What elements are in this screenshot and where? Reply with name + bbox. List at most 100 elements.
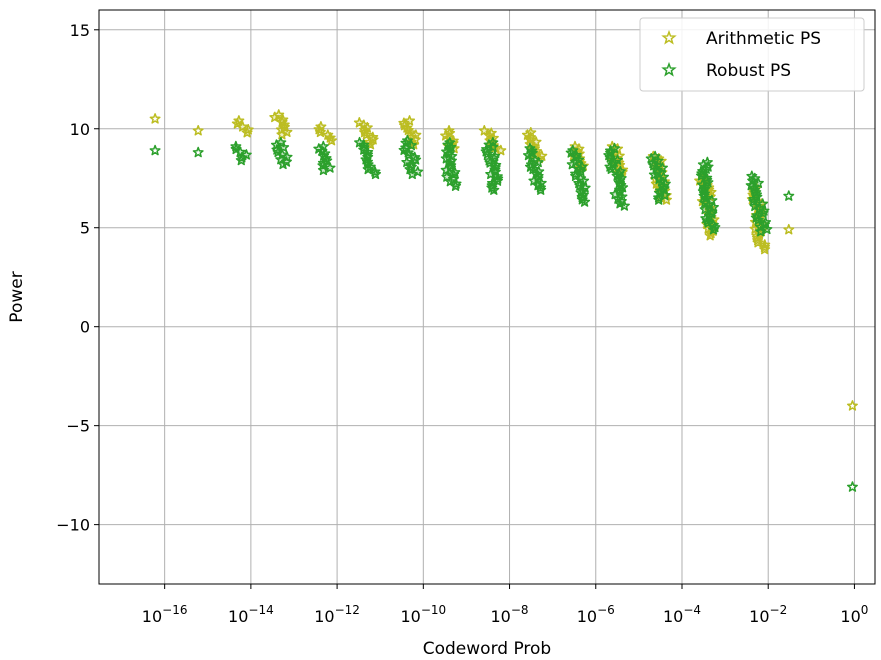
data-point [478, 124, 490, 136]
data-point [440, 152, 452, 164]
data-point [445, 141, 457, 152]
data-point [326, 134, 338, 146]
data-point [567, 144, 579, 156]
data-point [699, 203, 711, 215]
data-point [574, 179, 586, 191]
data-point [578, 175, 590, 186]
data-point [759, 243, 771, 255]
data-point [535, 184, 547, 195]
legend-marker [661, 61, 677, 77]
data-point [277, 158, 289, 170]
data-point [231, 118, 243, 129]
data-point [695, 170, 707, 181]
data-point [450, 180, 462, 191]
data-point [403, 149, 415, 160]
x-tick-base: 10 [491, 607, 511, 626]
y-tick-label: −10 [56, 516, 90, 535]
data-point [704, 229, 716, 241]
data-points [149, 109, 858, 492]
data-point [317, 164, 329, 176]
data-point [755, 225, 767, 237]
data-point [149, 113, 161, 124]
data-point [370, 168, 382, 180]
x-axis-label: Codeword Prob [423, 639, 551, 659]
x-tick-base: 10 [400, 607, 420, 626]
data-point [605, 163, 617, 175]
x-tick-label: 10−2 [749, 603, 787, 626]
x-tick-base: 10 [142, 607, 162, 626]
data-point [488, 184, 500, 195]
data-point [149, 144, 161, 156]
data-point [314, 126, 326, 138]
y-axis-label: Power [7, 271, 27, 322]
y-tick-label: 10 [70, 120, 90, 139]
x-tick-label: 10−12 [314, 603, 360, 626]
data-point [495, 144, 507, 156]
x-tick-base: 10 [749, 607, 769, 626]
legend-label: Robust PS [706, 61, 791, 81]
data-point [614, 186, 626, 197]
data-point [527, 163, 539, 175]
data-point [404, 163, 416, 175]
data-point [233, 115, 245, 126]
y-tick-label: 15 [70, 21, 90, 40]
x-tick-label: 10−14 [228, 603, 274, 626]
data-point [566, 158, 578, 170]
data-point [241, 126, 253, 138]
x-tick-exponent: 0 [861, 603, 869, 617]
data-point [530, 136, 542, 147]
grid [99, 10, 875, 584]
legend-box [639, 17, 865, 92]
data-point [278, 141, 290, 153]
x-tick-base: 10 [577, 607, 597, 626]
data-point [565, 147, 577, 158]
data-point [484, 157, 496, 168]
data-point [846, 400, 858, 411]
data-point [441, 171, 453, 182]
data-point [235, 154, 247, 166]
x-tick-exponent: −4 [683, 603, 701, 617]
x-tick-base: 10 [314, 607, 334, 626]
data-point [400, 142, 412, 153]
data-point [412, 166, 424, 177]
x-tick-label: 100 [840, 603, 868, 626]
data-point [752, 236, 764, 248]
data-point [485, 127, 497, 139]
data-point [275, 153, 287, 165]
data-point [659, 189, 671, 201]
x-tick-exponent: −2 [770, 603, 788, 617]
data-point [570, 170, 582, 182]
data-point [761, 223, 773, 235]
data-point [752, 214, 764, 225]
x-tick-exponent: −6 [597, 603, 615, 617]
x-tick-label: 10−16 [142, 603, 188, 626]
data-point [702, 176, 714, 188]
data-point [405, 139, 417, 151]
data-point [846, 481, 858, 492]
data-point [237, 121, 249, 132]
data-point [532, 156, 544, 168]
data-point [783, 223, 795, 235]
data-point [488, 152, 500, 164]
data-point [524, 142, 536, 154]
data-point [757, 207, 769, 218]
data-point [656, 162, 668, 173]
y-tick-label: 5 [80, 219, 90, 238]
legend-label: Arithmetic PS [706, 29, 821, 49]
data-point [322, 129, 334, 140]
x-axis-ticks: 10−16 10−14 10−12 10−10 10−8 10−6 10−4 10−2 100 [142, 584, 868, 626]
plot-frame [98, 9, 876, 585]
data-point [485, 168, 497, 180]
x-tick-label: 10−10 [400, 603, 446, 626]
x-tick-exponent: −12 [335, 603, 360, 617]
data-point [748, 193, 760, 205]
series-robust-ps [149, 134, 858, 492]
x-tick-label: 10−6 [577, 603, 615, 626]
data-point [528, 175, 540, 186]
x-tick-exponent: −16 [162, 603, 187, 617]
data-point [648, 169, 660, 180]
data-point [324, 162, 336, 173]
data-point [702, 217, 714, 228]
